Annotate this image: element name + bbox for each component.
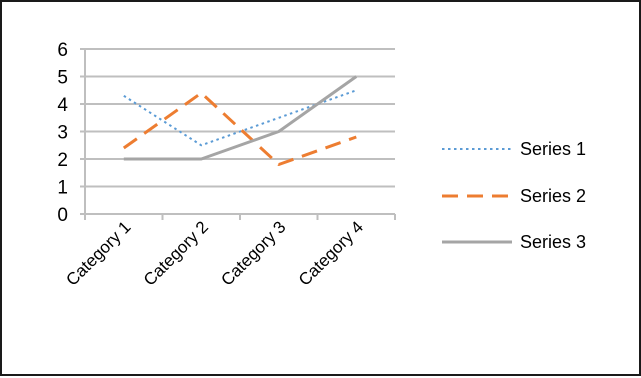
y-tick-label: 2 bbox=[57, 150, 68, 171]
legend-label-3: Series 3 bbox=[520, 232, 586, 252]
x-tick-label: Category 2 bbox=[140, 217, 212, 289]
y-tick-label: 5 bbox=[57, 68, 68, 89]
series-line-3 bbox=[123, 75, 358, 161]
axes bbox=[80, 48, 396, 220]
legend-label-1: Series 1 bbox=[520, 139, 586, 159]
y-tick-label: 1 bbox=[57, 178, 68, 199]
x-tick-label: Category 3 bbox=[217, 217, 289, 289]
series-lines bbox=[122, 75, 358, 166]
y-tick-label: 3 bbox=[57, 123, 68, 144]
y-tick-label: 4 bbox=[57, 95, 68, 116]
series-line-1 bbox=[123, 89, 357, 147]
y-tick-label: 6 bbox=[57, 40, 68, 61]
x-tick-label: Category 4 bbox=[295, 217, 367, 289]
legend-label-2: Series 2 bbox=[520, 186, 586, 206]
x-axis-ticks: Category 1 Category 2 Category 3 Category 4 bbox=[62, 217, 367, 289]
x-tick-label: Category 1 bbox=[62, 217, 134, 289]
y-axis-ticks: 0 1 2 3 4 5 6 bbox=[57, 40, 68, 226]
legend: Series 1 Series 2 Series 3 bbox=[442, 139, 586, 252]
y-tick-label: 0 bbox=[57, 205, 68, 226]
gridlines bbox=[85, 48, 395, 188]
